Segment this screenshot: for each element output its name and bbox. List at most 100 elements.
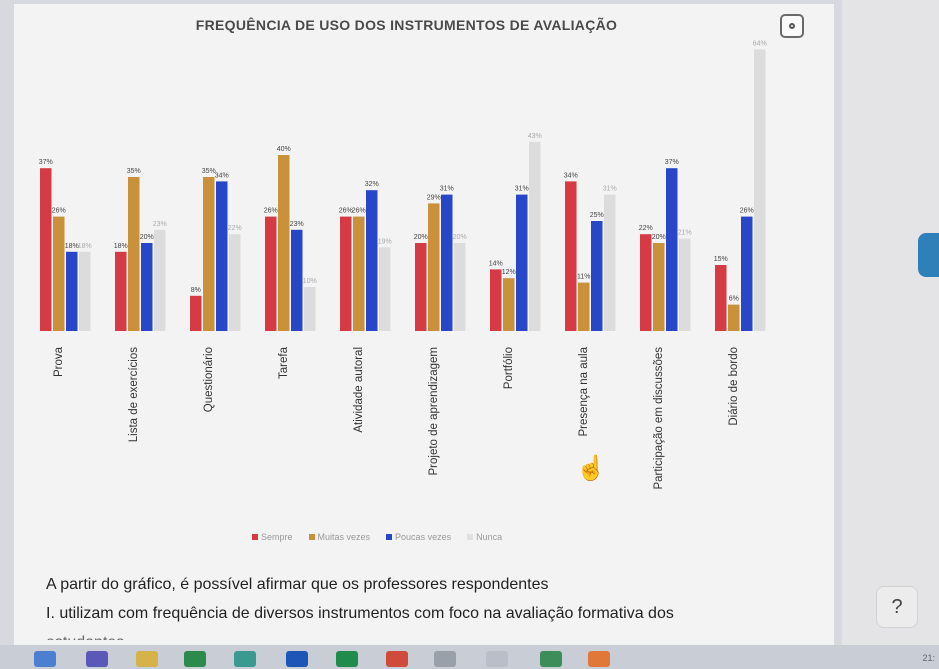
content-panel: FREQUÊNCIA DE USO DOS INSTRUMENTOS DE AV… <box>14 4 834 649</box>
data-label: 34% <box>564 172 578 179</box>
app-icon[interactable] <box>486 651 508 667</box>
data-label: 12% <box>502 269 516 276</box>
chart-figure: FREQUÊNCIA DE USO DOS INSTRUMENTOS DE AV… <box>14 4 834 560</box>
category-label: Portfólio <box>503 347 515 389</box>
bar <box>40 168 52 331</box>
question-item-1-continued: estudantes <box>46 628 826 640</box>
bar <box>154 229 166 331</box>
legend-swatch <box>308 534 315 540</box>
data-label: 32% <box>365 181 379 188</box>
question-intro: A partir do gráfico, é possível afirmar … <box>46 576 549 593</box>
bar <box>565 181 577 331</box>
bar <box>415 243 427 331</box>
legend-item-poucas-vezes: Poucas vezes <box>386 532 451 542</box>
data-label: 21% <box>678 230 692 237</box>
category-label: Prova <box>53 346 65 377</box>
screenshot-icon[interactable] <box>780 14 804 38</box>
data-label: 22% <box>639 225 653 232</box>
firefox-icon[interactable] <box>588 651 610 667</box>
help-label: ? <box>891 595 903 618</box>
bar <box>679 238 691 331</box>
store-icon[interactable] <box>184 651 206 667</box>
bar <box>79 251 91 331</box>
data-label: 29% <box>427 194 441 201</box>
right-background <box>842 0 939 645</box>
bar <box>728 304 740 331</box>
data-label: 20% <box>453 234 467 241</box>
data-label: 18% <box>65 243 79 250</box>
data-label: 26% <box>264 208 278 215</box>
chart-legend: Sempre Muitas vezes Poucas vezes Nunca <box>252 532 502 542</box>
bar <box>203 177 215 331</box>
bar <box>340 216 352 331</box>
side-badge[interactable] <box>918 233 939 277</box>
data-label: 26% <box>52 208 66 215</box>
data-label: 18% <box>114 243 128 250</box>
bar <box>366 190 378 331</box>
folder-icon[interactable] <box>136 651 158 667</box>
taskbar-app-icon[interactable] <box>34 651 56 667</box>
bar <box>604 194 616 331</box>
bar <box>128 177 140 331</box>
data-label: 18% <box>78 243 92 250</box>
bar <box>291 229 303 331</box>
bar <box>715 265 727 331</box>
data-label: 31% <box>440 186 454 193</box>
category-label: Tarefa <box>278 346 290 379</box>
data-label: 23% <box>153 221 167 228</box>
data-label: 14% <box>489 260 503 267</box>
question-item-1: I. utilizam com frequência de diversos i… <box>46 605 674 622</box>
bar <box>115 251 127 331</box>
excel-icon[interactable] <box>336 651 358 667</box>
bar <box>304 287 316 331</box>
data-label: 35% <box>127 168 141 175</box>
data-label: 23% <box>290 221 304 228</box>
word-icon[interactable] <box>286 651 308 667</box>
bar <box>66 251 78 331</box>
hand-cursor-icon: ☝ <box>576 455 606 482</box>
data-label: 40% <box>277 146 291 153</box>
bar <box>578 282 590 331</box>
teams-icon[interactable] <box>86 651 108 667</box>
category-label: Questionário <box>203 347 215 412</box>
settings-icon[interactable] <box>434 651 456 667</box>
bar <box>454 243 466 331</box>
bar <box>229 234 241 331</box>
help-button[interactable]: ? <box>876 586 918 628</box>
legend-label: Sempre <box>261 532 293 542</box>
data-label: 35% <box>202 168 216 175</box>
legend-swatch <box>386 534 393 540</box>
edge-icon[interactable] <box>234 651 256 667</box>
legend-label: Poucas vezes <box>395 532 452 542</box>
data-label: 26% <box>740 208 754 215</box>
bar <box>278 155 290 331</box>
bar <box>591 221 603 331</box>
bar <box>141 243 153 331</box>
app-icon[interactable] <box>540 651 562 667</box>
bar <box>53 216 65 331</box>
category-label: Projeto de aprendizagem <box>428 347 440 476</box>
data-label: 20% <box>414 234 428 241</box>
bar <box>379 247 391 331</box>
chrome-icon[interactable] <box>386 651 408 667</box>
bar <box>516 194 528 331</box>
taskbar-clock: 21: <box>922 653 935 663</box>
data-label: 15% <box>714 256 728 263</box>
bar <box>441 194 453 331</box>
data-label: 6% <box>729 296 739 303</box>
bar <box>666 168 678 331</box>
taskbar: 21: <box>0 645 939 669</box>
data-label: 20% <box>652 234 666 241</box>
data-label: 64% <box>753 40 767 47</box>
legend-swatch <box>252 534 258 540</box>
category-label: Lista de exercícios <box>128 347 140 442</box>
category-label: Diário de bordo <box>728 347 740 426</box>
data-label: 43% <box>528 133 542 140</box>
data-label: 37% <box>665 159 679 166</box>
bar <box>353 216 365 331</box>
bar <box>190 295 202 331</box>
category-label: Participação em discussões <box>653 347 665 490</box>
category-label: Presença na aula <box>578 346 590 436</box>
